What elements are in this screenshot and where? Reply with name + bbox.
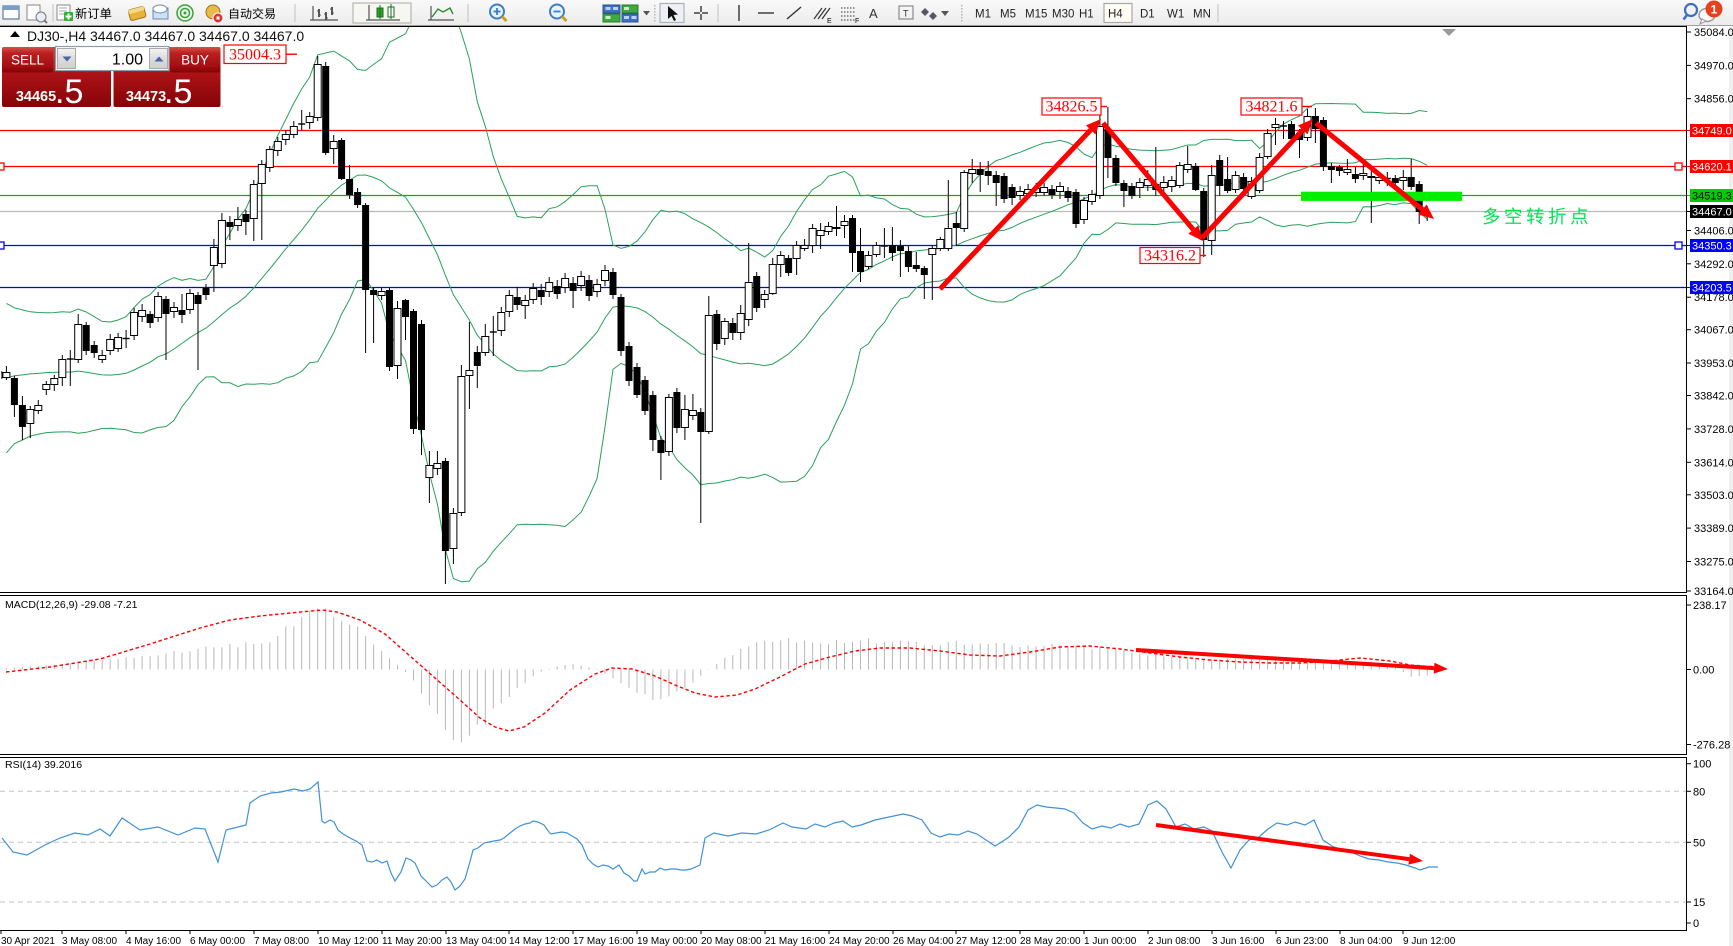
svg-text:34467.0: 34467.0 bbox=[1692, 207, 1732, 219]
svg-text:33164.0: 33164.0 bbox=[1694, 586, 1733, 598]
svg-text:34465: 34465 bbox=[16, 89, 56, 105]
svg-text:1: 1 bbox=[1711, 3, 1718, 17]
svg-text:34316.2: 34316.2 bbox=[1144, 248, 1196, 265]
svg-text:27 May 12:00: 27 May 12:00 bbox=[956, 936, 1017, 946]
svg-text:34203.5: 34203.5 bbox=[1692, 283, 1732, 295]
svg-text:35004.3: 35004.3 bbox=[229, 47, 281, 64]
svg-text:DJ30-,H4 34467.0 34467.0 3446: DJ30-,H4 34467.0 34467.0 34467.0 34467.0 bbox=[27, 28, 304, 44]
svg-text:33503.0: 33503.0 bbox=[1694, 490, 1733, 502]
svg-text:34620.1: 34620.1 bbox=[1692, 162, 1732, 174]
svg-text:M1: M1 bbox=[975, 9, 991, 21]
svg-text:17 May 16:00: 17 May 16:00 bbox=[573, 936, 634, 946]
svg-text:BUY: BUY bbox=[181, 53, 209, 68]
svg-text:0: 0 bbox=[1693, 918, 1699, 930]
svg-text:13 May 04:00: 13 May 04:00 bbox=[446, 936, 507, 946]
svg-text:34350.3: 34350.3 bbox=[1692, 241, 1732, 253]
svg-text:34826.5: 34826.5 bbox=[1046, 99, 1098, 116]
svg-text:10 May 12:00: 10 May 12:00 bbox=[318, 936, 379, 946]
svg-text:W1: W1 bbox=[1167, 9, 1184, 21]
svg-text:80: 80 bbox=[1693, 786, 1705, 798]
svg-text:21 May 16:00: 21 May 16:00 bbox=[765, 936, 826, 946]
svg-text:M5: M5 bbox=[1000, 9, 1016, 21]
svg-text:3 May 08:00: 3 May 08:00 bbox=[62, 936, 117, 946]
svg-text:6 Jun 23:00: 6 Jun 23:00 bbox=[1276, 936, 1329, 946]
svg-text:34178.0: 34178.0 bbox=[1694, 292, 1733, 304]
svg-text:33953.0: 33953.0 bbox=[1694, 358, 1733, 370]
svg-text:34856.0: 34856.0 bbox=[1694, 94, 1733, 106]
svg-text:28 May 20:00: 28 May 20:00 bbox=[1020, 936, 1081, 946]
svg-text:20 May 08:00: 20 May 08:00 bbox=[701, 936, 762, 946]
svg-text:2 Jun 08:00: 2 Jun 08:00 bbox=[1148, 936, 1201, 946]
svg-text:34406.0: 34406.0 bbox=[1694, 226, 1733, 238]
svg-text:F: F bbox=[855, 18, 859, 25]
svg-text:1.00: 1.00 bbox=[112, 52, 143, 69]
svg-text:100: 100 bbox=[1693, 759, 1711, 771]
svg-text:50: 50 bbox=[1693, 837, 1705, 849]
svg-text:1 Jun 00:00: 1 Jun 00:00 bbox=[1084, 936, 1137, 946]
svg-text:11 May 20:00: 11 May 20:00 bbox=[382, 936, 442, 946]
svg-text:15: 15 bbox=[1693, 897, 1705, 909]
svg-text:T: T bbox=[903, 9, 909, 19]
svg-text:24 May 20:00: 24 May 20:00 bbox=[829, 936, 890, 946]
svg-text:-276.28: -276.28 bbox=[1693, 740, 1730, 752]
svg-text:30 Apr 2021: 30 Apr 2021 bbox=[1, 936, 55, 946]
svg-text:34292.0: 34292.0 bbox=[1694, 259, 1733, 271]
svg-text:0.00: 0.00 bbox=[1693, 665, 1714, 677]
svg-text:H1: H1 bbox=[1079, 9, 1094, 21]
svg-text:MN: MN bbox=[1193, 9, 1211, 21]
svg-text:.5: .5 bbox=[55, 73, 83, 111]
svg-text:34067.0: 34067.0 bbox=[1694, 325, 1733, 337]
svg-text:26 May 04:00: 26 May 04:00 bbox=[893, 936, 954, 946]
svg-text:6 May 00:00: 6 May 00:00 bbox=[190, 936, 245, 946]
svg-text:34821.6: 34821.6 bbox=[1246, 99, 1298, 116]
svg-text:RSI(14) 39.2016: RSI(14) 39.2016 bbox=[5, 759, 82, 771]
svg-text:E: E bbox=[827, 18, 832, 25]
svg-text:33842.0: 33842.0 bbox=[1694, 391, 1733, 403]
svg-text:33275.0: 33275.0 bbox=[1694, 557, 1733, 569]
svg-text:3 Jun 16:00: 3 Jun 16:00 bbox=[1212, 936, 1265, 946]
svg-text:A: A bbox=[869, 6, 878, 21]
svg-text:SELL: SELL bbox=[11, 53, 45, 68]
svg-text:8 Jun 04:00: 8 Jun 04:00 bbox=[1340, 936, 1393, 946]
svg-text:14 May 12:00: 14 May 12:00 bbox=[509, 936, 570, 946]
svg-text:7 May 08:00: 7 May 08:00 bbox=[254, 936, 309, 946]
svg-text:34970.0: 34970.0 bbox=[1694, 60, 1733, 72]
svg-text:35084.0: 35084.0 bbox=[1694, 27, 1733, 39]
svg-text:33614.0: 33614.0 bbox=[1694, 457, 1733, 469]
svg-text:.5: .5 bbox=[164, 73, 192, 111]
svg-text:M15: M15 bbox=[1025, 9, 1047, 21]
svg-text:238.17: 238.17 bbox=[1693, 600, 1727, 612]
svg-text:34473: 34473 bbox=[126, 89, 166, 105]
svg-text:19 May 00:00: 19 May 00:00 bbox=[637, 936, 698, 946]
svg-text:33389.0: 33389.0 bbox=[1694, 523, 1733, 535]
svg-text:34519.3: 34519.3 bbox=[1692, 191, 1732, 203]
svg-text:D1: D1 bbox=[1140, 9, 1155, 21]
svg-text:34749.0: 34749.0 bbox=[1692, 126, 1732, 138]
svg-text:9 Jun 12:00: 9 Jun 12:00 bbox=[1403, 936, 1456, 946]
svg-text:MACD(12,26,9) -29.08 -7.21: MACD(12,26,9) -29.08 -7.21 bbox=[5, 599, 138, 611]
svg-text:H4: H4 bbox=[1108, 9, 1123, 21]
svg-text:33728.0: 33728.0 bbox=[1694, 424, 1733, 436]
svg-text:4 May 16:00: 4 May 16:00 bbox=[126, 936, 181, 946]
svg-text:M30: M30 bbox=[1052, 9, 1074, 21]
